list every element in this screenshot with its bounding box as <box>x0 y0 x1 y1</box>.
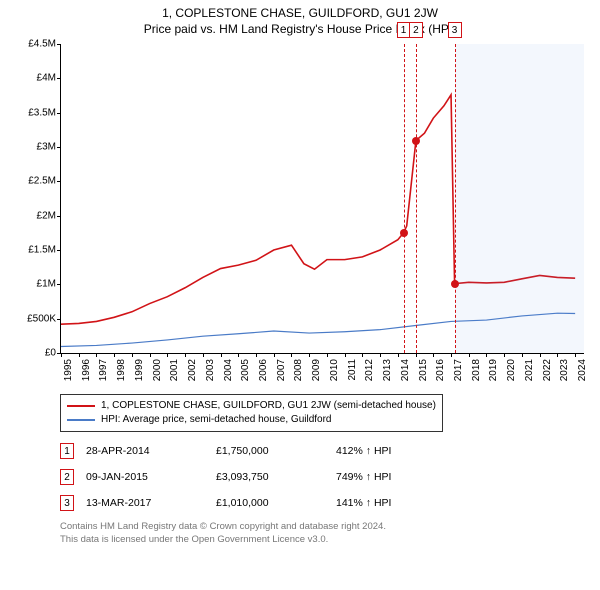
transaction-delta: 412% ↑ HPI <box>336 445 456 457</box>
x-axis-label: 2008 <box>293 359 304 381</box>
transaction-price: £3,093,750 <box>216 471 336 483</box>
plot-area: 123 £0£500K£1M£1.5M£2M£2.5M£3M£3.5M£4M£4… <box>10 40 590 390</box>
x-axis-label: 1997 <box>98 359 109 381</box>
x-axis-label: 2023 <box>559 359 570 381</box>
y-axis-label: £3M <box>10 142 56 153</box>
x-axis-label: 2011 <box>347 359 358 381</box>
legend-swatch <box>67 419 95 421</box>
marker-vline <box>455 44 456 353</box>
x-axis-label: 1995 <box>63 359 74 381</box>
legend-item: HPI: Average price, semi-detached house,… <box>67 413 436 427</box>
marker-dot <box>400 229 408 237</box>
x-axis-label: 1999 <box>134 359 145 381</box>
legend-item: 1, COPLESTONE CHASE, GUILDFORD, GU1 2JW … <box>67 399 436 413</box>
transaction-table: 1 28-APR-2014£1,750,000412% ↑ HPI 2 09-JAN-… <box>60 438 590 516</box>
transaction-date: 09-JAN-2015 <box>86 471 216 483</box>
chart-container: 1, COPLESTONE CHASE, GUILDFORD, GU1 2JW … <box>0 0 600 554</box>
footer-line: This data is licensed under the Open Gov… <box>60 533 590 546</box>
y-axis-label: £1M <box>10 279 56 290</box>
x-axis-label: 2024 <box>577 359 588 381</box>
footer-line: Contains HM Land Registry data © Crown c… <box>60 520 590 533</box>
transaction-row: 3 13-MAR-2017£1,010,000141% ↑ HPI <box>60 490 590 516</box>
marker-dot <box>412 137 420 145</box>
x-axis-label: 2021 <box>524 359 535 381</box>
legend: 1, COPLESTONE CHASE, GUILDFORD, GU1 2JW … <box>60 394 443 432</box>
x-axis-label: 2001 <box>169 359 180 381</box>
y-axis-label: £0 <box>10 348 56 359</box>
x-axis-label: 2002 <box>187 359 198 381</box>
transaction-price: £1,750,000 <box>216 445 336 457</box>
transaction-badge: 2 <box>60 469 74 485</box>
chart-title: 1, COPLESTONE CHASE, GUILDFORD, GU1 2JW <box>10 6 590 20</box>
x-axis-label: 2018 <box>471 359 482 381</box>
footer-attribution: Contains HM Land Registry data © Crown c… <box>60 520 590 546</box>
x-axis-label: 2010 <box>329 359 340 381</box>
legend-label: 1, COPLESTONE CHASE, GUILDFORD, GU1 2JW … <box>101 399 436 413</box>
x-axis-label: 2006 <box>258 359 269 381</box>
marker-vline <box>404 44 405 353</box>
x-axis-label: 2020 <box>506 359 517 381</box>
x-axis-label: 2000 <box>152 359 163 381</box>
marker-vline <box>416 44 417 353</box>
x-axis-label: 2015 <box>418 359 429 381</box>
y-axis-label: £1.5M <box>10 245 56 256</box>
x-axis-label: 2009 <box>311 359 322 381</box>
transaction-date: 13-MAR-2017 <box>86 497 216 509</box>
x-axis-label: 2013 <box>382 359 393 381</box>
y-axis-label: £4M <box>10 73 56 84</box>
x-axis-label: 2005 <box>240 359 251 381</box>
x-axis-label: 1996 <box>81 359 92 381</box>
x-axis-label: 2022 <box>542 359 553 381</box>
x-axis-label: 2016 <box>435 359 446 381</box>
x-axis-label: 2003 <box>205 359 216 381</box>
x-axis-label: 2014 <box>400 359 411 381</box>
marker-dot <box>451 280 459 288</box>
marker-callout: 2 <box>409 22 423 38</box>
y-axis-label: £2M <box>10 210 56 221</box>
y-axis-label: £4.5M <box>10 39 56 50</box>
x-axis-label: 2004 <box>223 359 234 381</box>
y-axis-label: £3.5M <box>10 107 56 118</box>
chart-subtitle: Price paid vs. HM Land Registry's House … <box>10 22 590 36</box>
x-axis-label: 1998 <box>116 359 127 381</box>
marker-callout: 3 <box>448 22 462 38</box>
transaction-price: £1,010,000 <box>216 497 336 509</box>
x-axis-label: 2017 <box>453 359 464 381</box>
y-axis-label: £2.5M <box>10 176 56 187</box>
legend-swatch <box>67 405 95 407</box>
y-axis-label: £500K <box>10 313 56 324</box>
transaction-badge: 1 <box>60 443 74 459</box>
transaction-row: 1 28-APR-2014£1,750,000412% ↑ HPI <box>60 438 590 464</box>
x-axis-label: 2019 <box>488 359 499 381</box>
transaction-delta: 749% ↑ HPI <box>336 471 456 483</box>
transaction-date: 28-APR-2014 <box>86 445 216 457</box>
x-axis-label: 2012 <box>364 359 375 381</box>
transaction-badge: 3 <box>60 495 74 511</box>
x-axis-label: 2007 <box>276 359 287 381</box>
forecast-shade <box>455 44 584 353</box>
transaction-row: 2 09-JAN-2015£3,093,750749% ↑ HPI <box>60 464 590 490</box>
transaction-delta: 141% ↑ HPI <box>336 497 456 509</box>
legend-label: HPI: Average price, semi-detached house,… <box>101 413 332 427</box>
